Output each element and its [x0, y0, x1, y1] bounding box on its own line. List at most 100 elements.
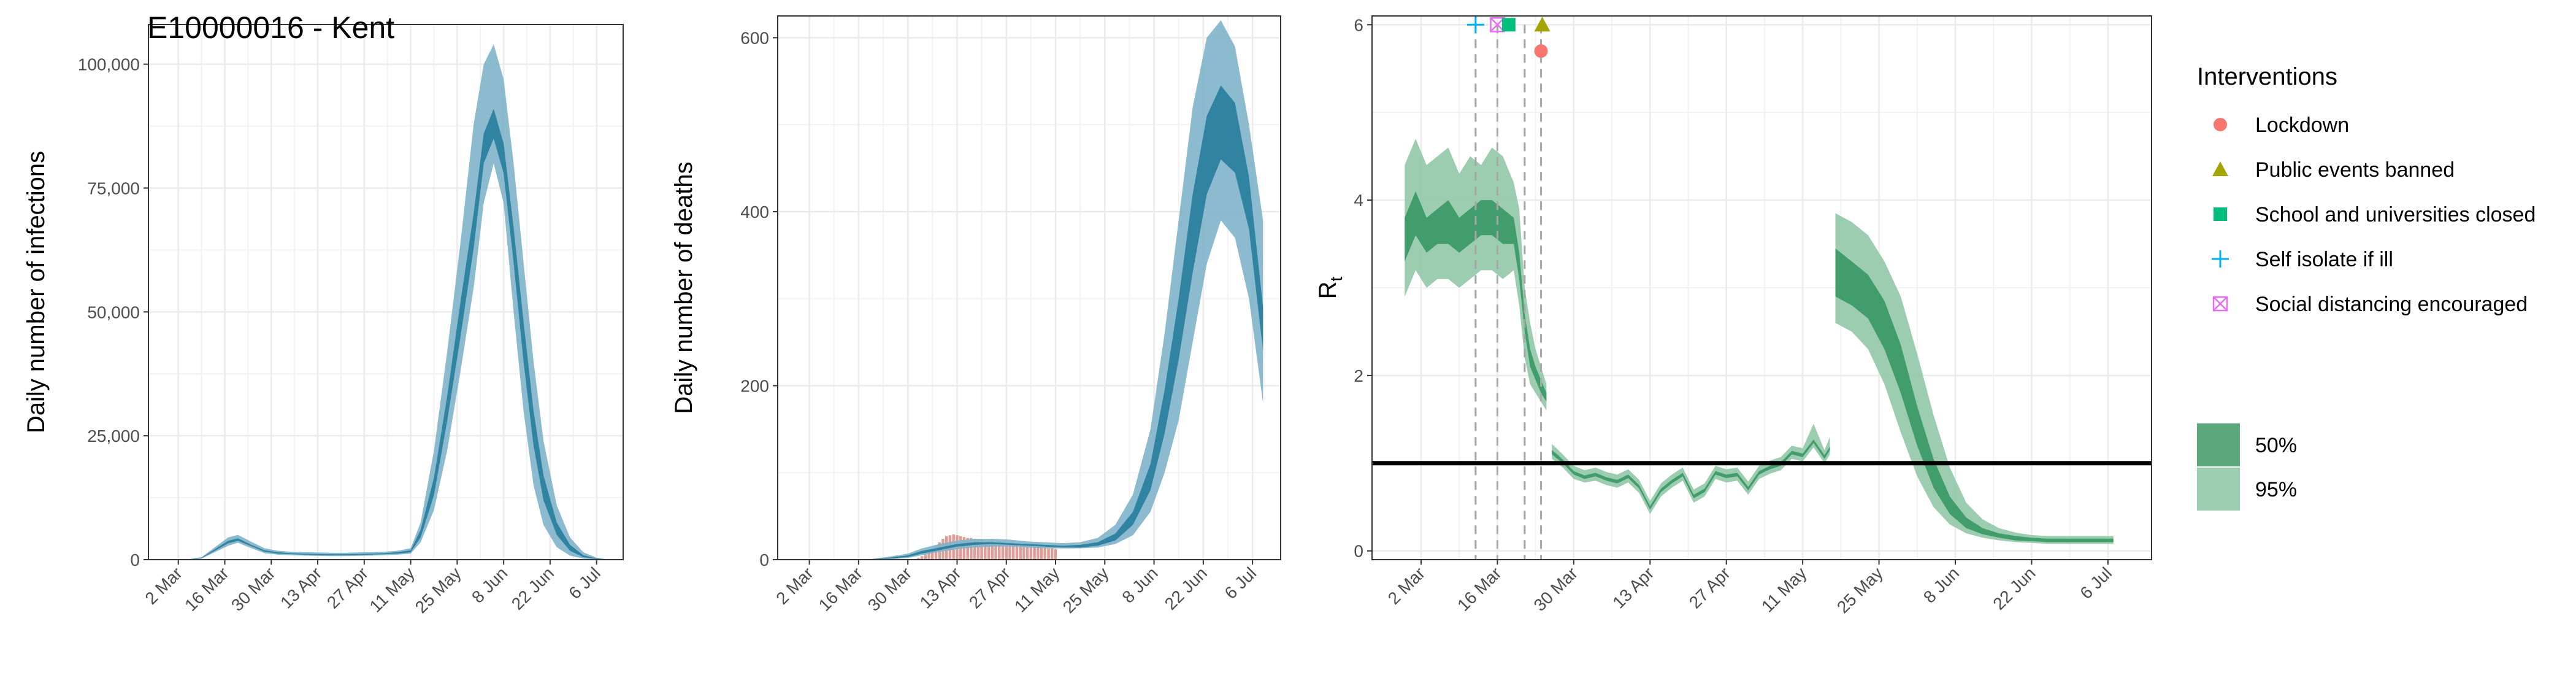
plot-border: [1371, 15, 2152, 560]
observed-deaths-bar: [1054, 549, 1057, 560]
plot-background: [148, 25, 623, 560]
plot-border: [777, 15, 1281, 560]
x-tick-label: 16 Mar: [815, 563, 867, 615]
y-tick-label: 0: [1354, 542, 1363, 561]
chart-title: E10000016 - Kent: [147, 10, 394, 45]
x-tick-label: 27 Apr: [965, 563, 1014, 612]
y-tick-label: 0: [759, 550, 769, 569]
x-tick-label: 13 Apr: [916, 563, 965, 612]
plot-border: [148, 24, 624, 560]
legend-ci-swatch-95: [2197, 468, 2240, 511]
observed-deaths-bar: [973, 539, 976, 560]
legend-label: Social distancing encouraged: [2255, 293, 2528, 316]
x-tick-label: 13 Apr: [1609, 563, 1657, 612]
x-tick-label: 6 Jul: [1221, 563, 1260, 603]
observed-deaths-bar: [976, 539, 980, 560]
ci-95-band: [1835, 213, 2114, 544]
marker-circle: [1534, 44, 1548, 58]
observed-deaths-bar: [1029, 546, 1033, 560]
legend-label: Self isolate if ill: [2255, 248, 2393, 271]
legend-label: Lockdown: [2255, 114, 2349, 137]
x-tick-label: 8 Jun: [1118, 563, 1161, 606]
legend: Interventions Lockdown Public events banne…: [2197, 63, 2536, 511]
legend-key-plus: [2212, 250, 2229, 268]
y-axis-title-subscript: t: [1327, 276, 1346, 281]
observed-deaths-bar: [991, 541, 994, 560]
x-tick-label: 8 Jun: [1920, 563, 1963, 606]
observed-deaths-bar: [1015, 544, 1019, 560]
observed-deaths-bar: [931, 549, 934, 560]
rt-panel: 0 2 4 6 2 Mar 16 Mar 30 Mar 13 Apr 27 Apr 11 May 2…: [1314, 15, 2152, 617]
ci-50-band: [1835, 248, 2114, 542]
x-tick-label: 2 Mar: [1384, 563, 1429, 608]
observed-deaths-bar: [1051, 548, 1054, 560]
observed-deaths-bar: [1008, 544, 1011, 560]
observed-deaths-bar: [1033, 546, 1036, 560]
x-tick-label: 11 May: [1011, 563, 1063, 615]
intervention-marker-lockdown: [1534, 44, 1548, 58]
observed-deaths-bar: [1043, 547, 1046, 560]
marker-cross-b: [2213, 296, 2228, 311]
y-tick-label: 6: [1354, 15, 1363, 34]
intervention-marker-public_events: [1534, 17, 1551, 32]
marker-circle: [2214, 118, 2227, 131]
legend-key-circle: [2214, 118, 2227, 131]
observed-deaths-bar: [980, 539, 983, 560]
legend-ci-label: 50%: [2255, 434, 2297, 457]
x-tick-label: 13 Apr: [277, 563, 325, 612]
y-tick-label: 200: [740, 376, 769, 395]
ci-95-band: [1405, 139, 1547, 411]
ci-95-band: [1552, 423, 1830, 514]
intervention-marker-school: [1501, 18, 1516, 32]
legend-label: Public events banned: [2255, 158, 2455, 182]
marker-triangle: [2212, 161, 2228, 176]
y-tick-label: 600: [740, 28, 769, 47]
intervention-marker-self_isolate: [1466, 16, 1484, 34]
y-tick-label: 25,000: [87, 426, 140, 446]
marker-square: [2214, 207, 2227, 221]
observed-deaths-bar: [1047, 548, 1050, 560]
x-tick-label: 2 Mar: [772, 563, 817, 608]
observed-deaths-bar: [1037, 546, 1040, 560]
x-tick-label: 30 Mar: [228, 563, 279, 615]
y-tick-label: 0: [130, 550, 140, 569]
y-axis-title: Daily number of infections: [23, 151, 50, 433]
legend-ci-swatch-50: [2197, 423, 2240, 466]
x-tick-label: 16 Mar: [1454, 563, 1505, 615]
x-tick-label: 11 May: [366, 563, 418, 615]
observed-deaths-bar: [970, 538, 973, 560]
x-tick-label: 25 May: [1059, 563, 1113, 617]
observed-deaths-bar: [984, 540, 987, 560]
y-tick-label: 75,000: [87, 179, 140, 198]
marker-triangle: [1534, 17, 1551, 32]
observed-deaths-bar: [966, 538, 969, 560]
x-tick-label: 27 Apr: [323, 563, 372, 612]
observed-deaths-bar: [927, 552, 930, 560]
x-tick-label: 22 Jun: [1161, 563, 1211, 613]
x-tick-label: 11 May: [1758, 563, 1810, 615]
observed-deaths-bar: [1011, 544, 1015, 560]
observed-deaths-bar: [924, 554, 927, 560]
marker-cross-b: [1490, 17, 1505, 33]
ci-95-band: [161, 44, 607, 560]
observed-deaths-bar: [1022, 544, 1025, 560]
legend-key-square-cross: [2212, 296, 2228, 312]
y-axis-title: Rt: [1314, 276, 1346, 299]
legend-key-triangle: [2212, 161, 2228, 176]
ci-50-band: [845, 85, 1263, 560]
marker-square: [1501, 18, 1516, 32]
marker-square-outline: [2212, 296, 2228, 312]
observed-deaths-bar: [998, 542, 1001, 560]
x-tick-label: 6 Jul: [565, 563, 604, 603]
x-tick-label: 2 Mar: [141, 563, 186, 608]
observed-deaths-bar: [1025, 546, 1029, 560]
observed-deaths-bar: [934, 546, 938, 560]
observed-deaths-bar: [1040, 547, 1043, 560]
x-tick-label: 16 Mar: [181, 563, 232, 615]
y-axis-title: Daily number of deaths: [670, 161, 697, 414]
observed-deaths-bar: [1005, 543, 1008, 560]
y-tick-label: 100,000: [78, 55, 140, 74]
